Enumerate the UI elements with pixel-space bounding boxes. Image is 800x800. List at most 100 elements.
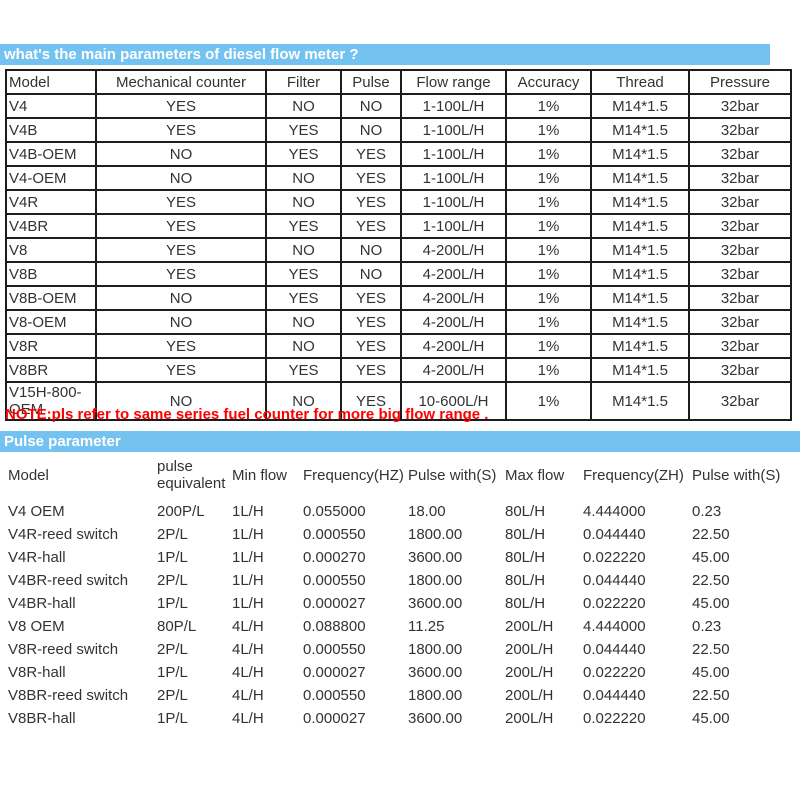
table-row: V4R-reed switch 2P/L 1L/H 0.000550 1800.00 80… — [8, 523, 792, 546]
column-header: Filter — [265, 69, 342, 95]
note-text: NOTE:pls refer to same series fuel count… — [5, 406, 489, 423]
cell: 3600.00 — [408, 664, 463, 681]
cell: 22.50 — [692, 572, 730, 589]
cell: M14*1.5 — [590, 117, 690, 143]
cell: V4 OEM — [8, 503, 65, 520]
cell: 1P/L — [157, 664, 188, 681]
cell: 0.022220 — [583, 595, 646, 612]
cell: 32bar — [688, 285, 792, 311]
cell: M14*1.5 — [590, 213, 690, 239]
cell: 0.000550 — [303, 526, 366, 543]
cell: 200P/L — [157, 503, 205, 520]
cell: 3600.00 — [408, 710, 463, 727]
cell: 32bar — [688, 165, 792, 191]
cell: YES — [340, 213, 402, 239]
table-row: V4R YES NO YES 1-100L/H 1% M14*1.5 32bar — [5, 189, 792, 215]
cell: 1% — [505, 93, 592, 119]
cell: 1P/L — [157, 549, 188, 566]
table-row: V15H-800-OEM NO NO YES 10-600L/H 1% M14*1.5 32b… — [5, 381, 792, 421]
cell: 32bar — [688, 381, 792, 421]
cell: 1800.00 — [408, 641, 463, 658]
cell: 1% — [505, 381, 592, 421]
cell: 1800.00 — [408, 526, 463, 543]
column-header: Pulse with(S) — [408, 466, 497, 484]
cell: V4BR-reed switch — [8, 572, 129, 589]
cell: 45.00 — [692, 710, 730, 727]
cell: 1% — [505, 309, 592, 335]
cell: 1-100L/H — [400, 117, 507, 143]
section-title-main-parameters: what's the main parameters of diesel flo… — [0, 44, 770, 65]
cell: 0.23 — [692, 618, 722, 635]
cell: 1-100L/H — [400, 189, 507, 215]
cell: NO — [340, 93, 402, 119]
column-header: Model — [5, 69, 97, 95]
cell: 32bar — [688, 333, 792, 359]
cell: YES — [95, 189, 267, 215]
cell: M14*1.5 — [590, 285, 690, 311]
cell: 200L/H — [505, 618, 554, 635]
pulse-parameter-table-container: Model pulse equivalent Min flow Frequency(H… — [8, 450, 792, 730]
column-header: Thread — [590, 69, 690, 95]
cell: 4L/H — [232, 687, 264, 704]
cell: 0.000027 — [303, 664, 366, 681]
cell: M14*1.5 — [590, 381, 690, 421]
table-row: V8 OEM 80P/L 4L/H 0.088800 11.25 200L/H 4.4440… — [8, 615, 792, 638]
cell: 4L/H — [232, 710, 264, 727]
cell: NO — [265, 381, 342, 421]
cell: 11.25 — [408, 618, 445, 635]
cell: 4-200L/H — [400, 285, 507, 311]
cell: NO — [340, 117, 402, 143]
cell: NO — [340, 261, 402, 287]
cell: 1L/H — [232, 526, 264, 543]
cell: YES — [340, 309, 402, 335]
cell: 80L/H — [505, 549, 546, 566]
cell: V4-OEM — [5, 165, 97, 191]
cell: 0.022220 — [583, 710, 646, 727]
cell: 200L/H — [505, 664, 554, 681]
cell: 32bar — [688, 261, 792, 287]
cell: 3600.00 — [408, 595, 463, 612]
table-row: V8B-OEM NO YES YES 4-200L/H 1% M14*1.5 32bar — [5, 285, 792, 311]
cell: 4-200L/H — [400, 333, 507, 359]
cell: NO — [340, 237, 402, 263]
cell: M14*1.5 — [590, 165, 690, 191]
column-header: Mechanical counter — [95, 69, 267, 95]
cell: 1-100L/H — [400, 165, 507, 191]
cell: 32bar — [688, 189, 792, 215]
cell: YES — [265, 357, 342, 383]
cell: V4BR-hall — [8, 595, 76, 612]
cell: YES — [340, 333, 402, 359]
table-row: V8-OEM NO NO YES 4-200L/H 1% M14*1.5 32bar — [5, 309, 792, 335]
cell: 18.00 — [408, 503, 446, 520]
column-header: Pulse — [340, 69, 402, 95]
table-row: V8R-hall 1P/L 4L/H 0.000027 3600.00 200L/H 0.0… — [8, 661, 792, 684]
cell: 0.022220 — [583, 549, 646, 566]
cell: 0.044440 — [583, 641, 646, 658]
table-row: V4 YES NO NO 1-100L/H 1% M14*1.5 32bar — [5, 93, 792, 119]
cell: 80L/H — [505, 526, 546, 543]
cell: 1% — [505, 285, 592, 311]
cell: 0.000027 — [303, 710, 366, 727]
cell: 80L/H — [505, 572, 546, 589]
cell: YES — [340, 189, 402, 215]
table-row: V4-OEM NO NO YES 1-100L/H 1% M14*1.5 32bar — [5, 165, 792, 191]
cell: NO — [265, 93, 342, 119]
cell: NO — [265, 333, 342, 359]
cell: 2P/L — [157, 687, 188, 704]
cell: 10-600L/H — [400, 381, 507, 421]
cell: YES — [340, 141, 402, 167]
main-table-body: V4 YES NO NO 1-100L/H 1% M14*1.5 32bar V4B YES YES… — [5, 93, 792, 421]
column-header: Min flow — [232, 466, 288, 484]
cell: 0.022220 — [583, 664, 646, 681]
cell: 1% — [505, 165, 592, 191]
pulse-parameter-table: Model pulse equivalent Min flow Frequency(H… — [8, 450, 792, 730]
cell: M14*1.5 — [590, 93, 690, 119]
cell: 22.50 — [692, 687, 730, 704]
cell: NO — [265, 189, 342, 215]
cell: 1% — [505, 117, 592, 143]
cell: 32bar — [688, 141, 792, 167]
cell: YES — [95, 261, 267, 287]
cell: YES — [95, 357, 267, 383]
cell: YES — [95, 117, 267, 143]
